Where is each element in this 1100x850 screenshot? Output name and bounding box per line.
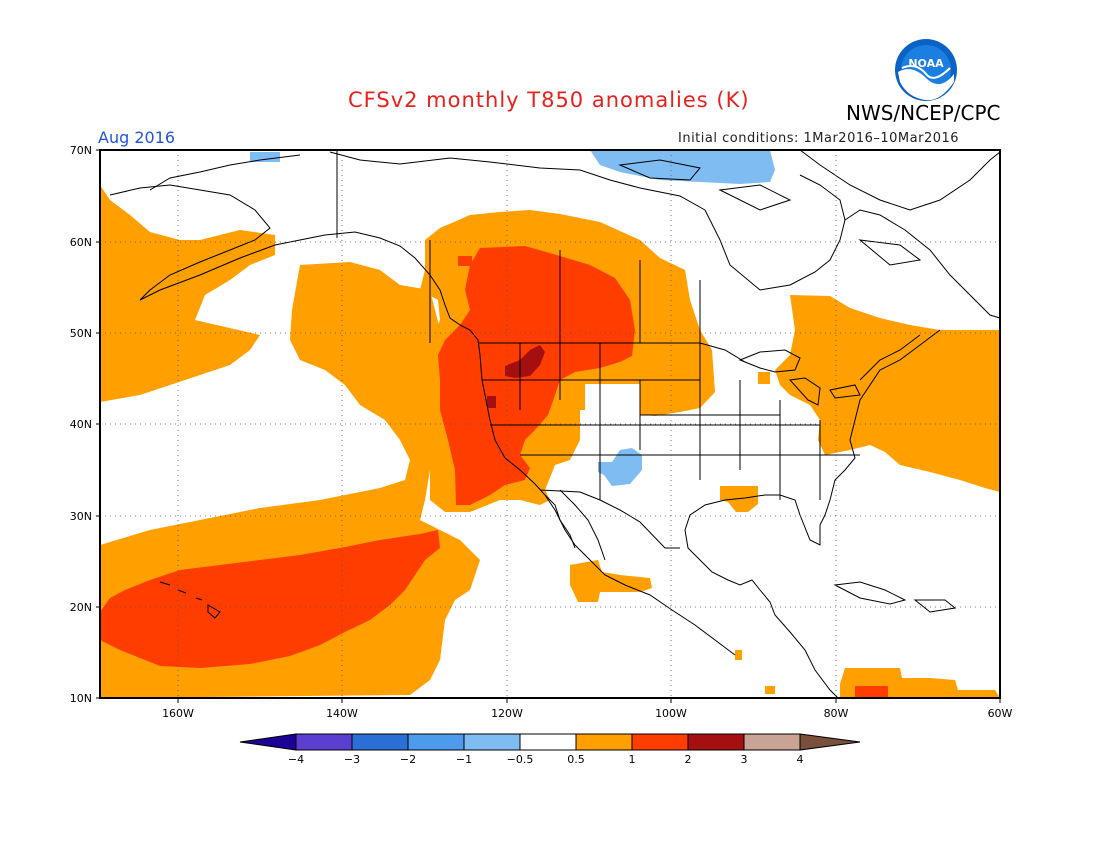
anomaly-negative-region	[250, 150, 775, 486]
lat-label: 30N	[70, 510, 92, 523]
svg-text:NOAA: NOAA	[908, 57, 944, 70]
colorbar-label: −3	[344, 753, 360, 766]
lat-label: 40N	[70, 418, 92, 431]
graticule	[100, 150, 1000, 698]
organization-label: NWS/NCEP/CPC	[846, 101, 1001, 125]
lon-tick-marks	[177, 698, 1001, 703]
colorbar-label: 3	[741, 753, 748, 766]
lat-tick-marks	[96, 149, 100, 699]
anomaly-2-to-3-region	[487, 345, 545, 408]
anomaly-1-to-2-region	[100, 246, 888, 698]
lon-label: 140W	[326, 707, 358, 720]
colorbar-label: −1	[456, 753, 472, 766]
colorbar-label: −4	[288, 753, 304, 766]
lon-label: 160W	[162, 707, 194, 720]
colorbar-swatch	[519, 733, 577, 751]
colorbar-swatch	[575, 733, 633, 751]
colorbar-swatch	[295, 733, 353, 751]
colorbar-label: 0.5	[567, 753, 585, 766]
colorbar-label: −2	[400, 753, 416, 766]
colorbar-swatch	[351, 733, 409, 751]
lat-label: 60N	[70, 236, 92, 249]
noaa-logo: NOAA	[895, 39, 957, 101]
colorbar-label: 4	[797, 753, 804, 766]
valid-month-label: Aug 2016	[98, 128, 176, 147]
colorbar-swatch	[687, 733, 745, 751]
lat-label: 20N	[70, 601, 92, 614]
colorbar-label: 1	[629, 753, 636, 766]
lat-label: 70N	[70, 144, 92, 157]
lat-label: 10N	[70, 692, 92, 705]
map-title: CFSv2 monthly T850 anomalies (K)	[348, 88, 750, 112]
lon-label: 80W	[824, 707, 849, 720]
lat-label: 50N	[70, 327, 92, 340]
colorbar-left-arrow	[239, 733, 297, 751]
colorbar-right-arrow	[799, 733, 861, 751]
initial-conditions-label: Initial conditions: 1Mar2016–10Mar2016	[678, 131, 960, 146]
colorbar-swatch	[407, 733, 465, 751]
colorbar	[239, 733, 861, 751]
colorbar-label: −0.5	[507, 753, 534, 766]
colorbar-swatch	[743, 733, 801, 751]
coastlines-and-borders	[109, 150, 1000, 698]
colorbar-swatch	[463, 733, 521, 751]
colorbar-label: 2	[685, 753, 692, 766]
lon-label: 60W	[988, 707, 1013, 720]
lon-label: 120W	[491, 707, 523, 720]
colorbar-swatch	[631, 733, 689, 751]
neutral-region	[585, 384, 640, 415]
lon-label: 100W	[655, 707, 687, 720]
